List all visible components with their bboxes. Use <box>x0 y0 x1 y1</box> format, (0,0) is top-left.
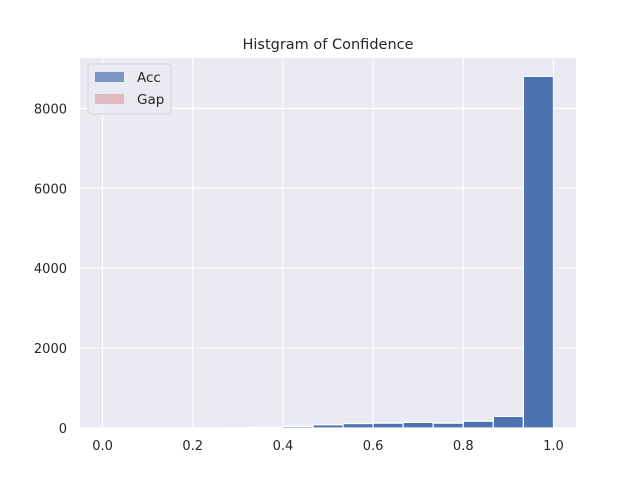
y-tick-label: 8000 <box>34 102 67 117</box>
acc-bar <box>402 421 434 429</box>
legend-acc-swatch <box>95 72 124 82</box>
y-tick-label: 2000 <box>34 342 67 357</box>
y-tick-label: 0 <box>59 422 67 437</box>
x-tick-label: 0.8 <box>453 439 474 454</box>
legend-gap-swatch <box>95 94 124 104</box>
acc-bar <box>492 415 525 429</box>
acc-bar <box>252 426 284 429</box>
legend-acc-label: Acc <box>137 70 161 86</box>
acc-bar <box>342 423 374 429</box>
acc-bar <box>432 422 464 429</box>
acc-bar <box>282 425 314 429</box>
acc-bar <box>522 75 555 429</box>
x-tick-label: 1.0 <box>543 439 564 454</box>
y-axis-ticks: 0 2000 4000 6000 8000 <box>34 102 67 437</box>
acc-bar <box>312 424 344 429</box>
y-tick-label: 4000 <box>34 262 67 277</box>
legend: Acc Gap <box>87 63 172 115</box>
x-tick-label: 0.6 <box>363 439 384 454</box>
chart-title: Histgram of Confidence <box>242 37 413 53</box>
plot-area <box>80 58 576 428</box>
acc-bars <box>192 75 555 429</box>
acc-bar <box>462 420 494 429</box>
x-axis-ticks: 0.0 0.2 0.4 0.6 0.8 1.0 <box>92 439 564 454</box>
x-tick-label: 0.4 <box>273 439 294 454</box>
x-tick-label: 0.0 <box>92 439 113 454</box>
x-tick-label: 0.2 <box>182 439 203 454</box>
y-tick-label: 6000 <box>34 182 67 197</box>
acc-bar <box>372 422 404 429</box>
legend-gap-label: Gap <box>137 92 164 108</box>
